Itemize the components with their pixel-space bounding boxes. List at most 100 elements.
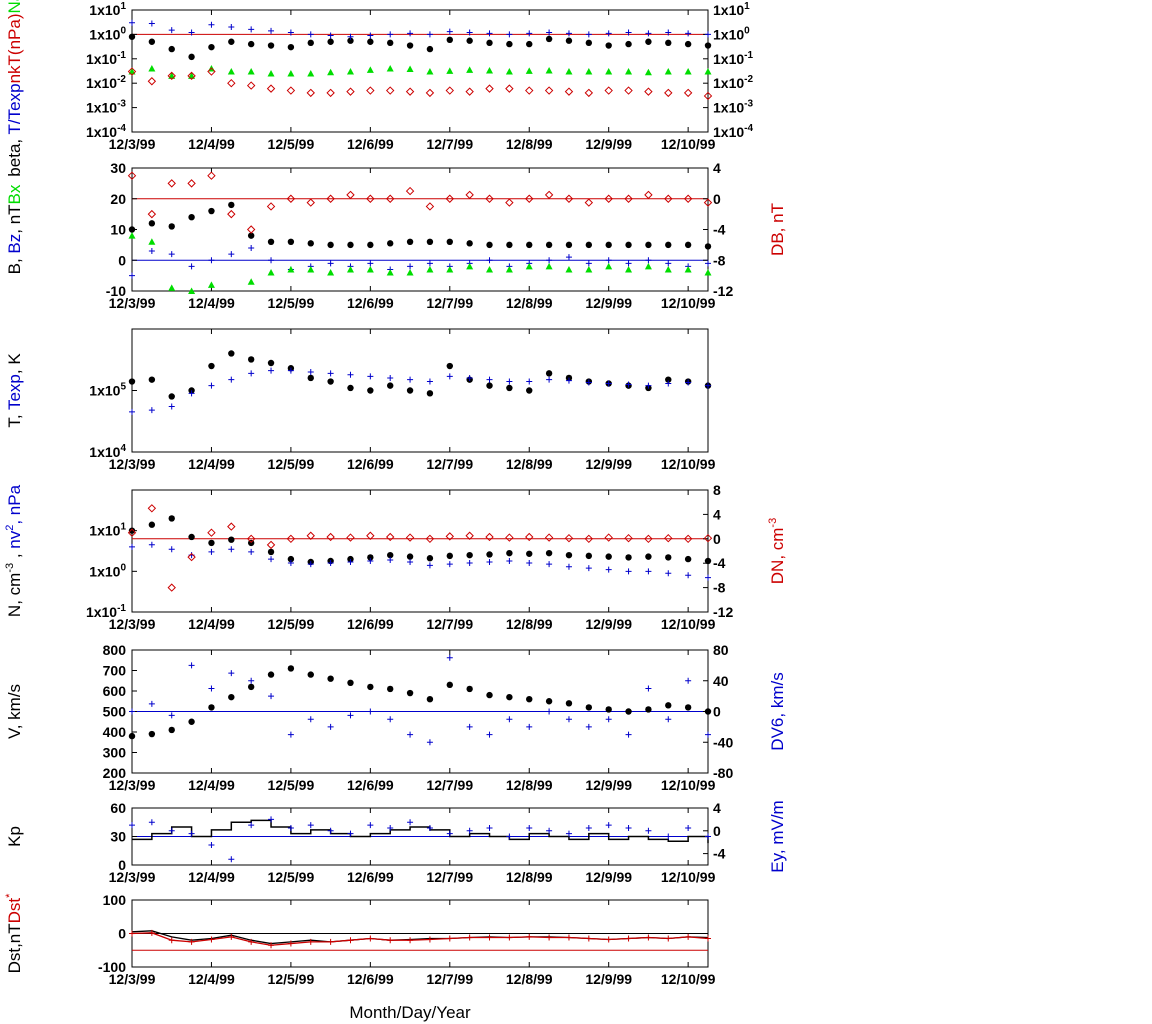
data-point xyxy=(148,541,155,548)
data-point xyxy=(644,190,653,200)
data-point xyxy=(148,38,156,45)
data-point xyxy=(227,522,236,531)
data-point xyxy=(268,816,275,823)
data-point xyxy=(248,548,255,555)
data-point xyxy=(406,553,414,560)
data-point xyxy=(327,378,334,385)
data-point xyxy=(306,198,315,207)
data-point xyxy=(387,240,394,247)
axis-label: DN, cm-3 xyxy=(767,518,787,584)
data-point xyxy=(684,704,692,711)
data-point xyxy=(148,238,156,245)
data-point xyxy=(367,32,374,39)
data-point xyxy=(228,350,235,357)
data-point xyxy=(426,45,434,53)
x-tick-label: 12/9/99 xyxy=(585,777,632,793)
data-point xyxy=(168,27,175,34)
x-tick-label: 12/3/99 xyxy=(109,136,156,152)
data-point xyxy=(605,566,612,573)
data-point xyxy=(704,42,712,49)
data-point xyxy=(247,683,255,691)
data-point xyxy=(286,194,296,203)
data-point xyxy=(585,31,592,38)
x-tick-label: 12/6/99 xyxy=(347,136,394,152)
data-point xyxy=(188,287,196,294)
data-point xyxy=(385,532,395,542)
tick-label: -40 xyxy=(713,734,733,750)
data-point xyxy=(266,540,276,550)
data-point xyxy=(327,560,334,567)
tick-label: 1x10-4 xyxy=(713,123,753,140)
data-point xyxy=(327,241,334,249)
data-point xyxy=(327,827,334,834)
data-point xyxy=(446,373,453,380)
tick-label: 800 xyxy=(103,642,127,658)
data-point xyxy=(187,552,196,562)
data-point xyxy=(644,68,652,76)
data-point xyxy=(703,533,713,543)
data-point xyxy=(485,194,494,203)
data-point xyxy=(228,933,235,940)
axis-label: Dst,nTDst* xyxy=(4,893,24,974)
data-point xyxy=(466,29,473,36)
data-point xyxy=(128,33,136,40)
data-point xyxy=(168,403,175,410)
data-point xyxy=(526,933,533,940)
data-point xyxy=(267,548,275,556)
axis-label: DV6, km/s xyxy=(768,672,787,750)
data-point xyxy=(605,262,613,270)
data-point xyxy=(207,528,216,537)
data-point xyxy=(127,67,137,76)
data-point xyxy=(208,257,215,264)
data-point xyxy=(326,194,335,203)
data-point xyxy=(685,572,692,579)
data-point xyxy=(685,379,692,386)
x-tick-label: 12/9/99 xyxy=(585,136,632,152)
x-tick-label: 12/8/99 xyxy=(506,136,553,152)
data-point xyxy=(625,554,632,561)
data-point xyxy=(665,39,672,47)
data-point xyxy=(565,830,572,837)
tick-label: 1x104 xyxy=(89,443,126,460)
data-point xyxy=(544,86,554,95)
data-point xyxy=(526,560,533,567)
axis-label: B, Bz, nTBx xyxy=(5,184,24,274)
data-point xyxy=(446,935,453,942)
axis-label: V, km/s xyxy=(5,684,24,739)
data-point xyxy=(544,190,554,200)
data-point xyxy=(148,929,155,936)
data-point xyxy=(346,533,355,542)
tick-label: -80 xyxy=(713,765,733,781)
data-point xyxy=(129,930,135,937)
tick-label: 0 xyxy=(118,252,126,268)
x-tick-label: 12/5/99 xyxy=(268,136,315,152)
data-point xyxy=(625,260,632,267)
data-point xyxy=(286,534,296,544)
series-3 xyxy=(127,171,713,234)
data-point xyxy=(605,553,612,560)
data-point xyxy=(466,723,473,730)
tick-label: 40 xyxy=(713,673,729,689)
data-point xyxy=(307,265,315,273)
x-tick-label: 12/5/99 xyxy=(268,295,315,311)
data-point xyxy=(148,730,156,738)
data-point xyxy=(604,86,613,95)
tick-label: -8 xyxy=(713,252,726,268)
x-tick-label: 12/5/99 xyxy=(268,616,315,632)
data-point xyxy=(545,698,553,705)
x-tick-label: 12/6/99 xyxy=(347,616,394,632)
data-point xyxy=(287,824,294,831)
data-point xyxy=(425,202,435,211)
data-point xyxy=(505,265,513,273)
data-point xyxy=(268,27,275,34)
data-point xyxy=(406,42,414,49)
x-tick-label: 12/9/99 xyxy=(585,616,632,632)
series-1 xyxy=(129,654,711,746)
data-point xyxy=(286,86,296,95)
data-point xyxy=(546,708,553,715)
tick-label: 1x10-1 xyxy=(86,50,126,67)
x-tick-label: 12/9/99 xyxy=(585,456,632,472)
data-point xyxy=(625,824,632,831)
tick-label: 4 xyxy=(713,506,721,522)
